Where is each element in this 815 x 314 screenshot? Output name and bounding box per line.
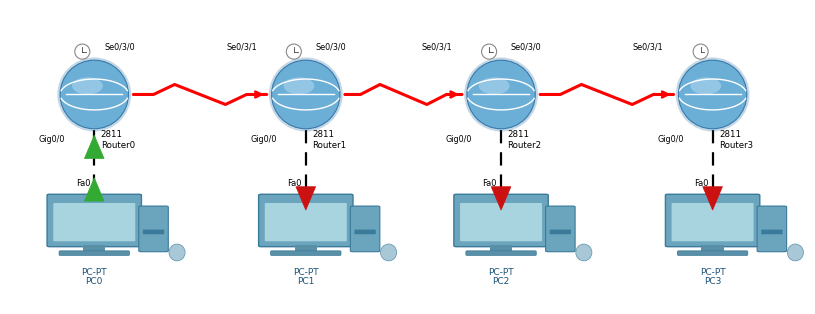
Ellipse shape [271, 60, 340, 129]
Text: 2811: 2811 [719, 130, 741, 139]
FancyBboxPatch shape [702, 245, 724, 252]
FancyBboxPatch shape [466, 251, 536, 256]
FancyBboxPatch shape [143, 230, 164, 234]
Text: Gig0/0: Gig0/0 [250, 135, 277, 144]
FancyBboxPatch shape [83, 245, 105, 252]
Text: Fa0: Fa0 [482, 179, 497, 188]
Polygon shape [296, 187, 315, 210]
Ellipse shape [60, 60, 129, 129]
Ellipse shape [575, 244, 592, 261]
Text: 2811: 2811 [312, 130, 334, 139]
FancyBboxPatch shape [59, 251, 130, 256]
Ellipse shape [465, 57, 538, 132]
Text: Se0/3/0: Se0/3/0 [511, 42, 541, 51]
FancyBboxPatch shape [549, 230, 571, 234]
FancyBboxPatch shape [665, 194, 760, 247]
FancyBboxPatch shape [265, 203, 347, 241]
FancyBboxPatch shape [139, 206, 169, 252]
Text: Fa0: Fa0 [694, 179, 708, 188]
Ellipse shape [286, 44, 302, 59]
Ellipse shape [787, 244, 804, 261]
Text: Se0/3/1: Se0/3/1 [226, 42, 257, 51]
Text: PC-PT: PC-PT [700, 268, 725, 277]
Text: Se0/3/0: Se0/3/0 [315, 42, 346, 51]
Text: Se0/3/0: Se0/3/0 [104, 42, 134, 51]
Ellipse shape [75, 44, 90, 59]
Text: PC2: PC2 [492, 277, 509, 286]
Ellipse shape [482, 44, 496, 59]
Ellipse shape [467, 60, 535, 129]
FancyBboxPatch shape [47, 194, 142, 247]
Ellipse shape [60, 60, 129, 129]
Text: PC-PT: PC-PT [293, 268, 319, 277]
Text: Router1: Router1 [312, 141, 346, 150]
Ellipse shape [678, 60, 747, 129]
Text: Gig0/0: Gig0/0 [657, 135, 684, 144]
Ellipse shape [381, 244, 397, 261]
Ellipse shape [479, 77, 509, 95]
Ellipse shape [169, 244, 185, 261]
FancyBboxPatch shape [258, 194, 353, 247]
Ellipse shape [271, 60, 340, 129]
Polygon shape [85, 135, 104, 159]
FancyBboxPatch shape [761, 230, 782, 234]
FancyBboxPatch shape [294, 245, 317, 252]
FancyBboxPatch shape [350, 206, 380, 252]
FancyBboxPatch shape [490, 245, 513, 252]
FancyBboxPatch shape [545, 206, 575, 252]
Text: Router2: Router2 [508, 141, 542, 150]
FancyBboxPatch shape [460, 203, 542, 241]
Text: Se0/3/1: Se0/3/1 [633, 42, 663, 51]
Text: Router3: Router3 [719, 141, 753, 150]
Text: PC1: PC1 [297, 277, 315, 286]
Text: 2811: 2811 [508, 130, 530, 139]
Polygon shape [703, 187, 722, 210]
Text: PC-PT: PC-PT [82, 268, 107, 277]
Text: PC0: PC0 [86, 277, 103, 286]
Ellipse shape [693, 44, 708, 59]
Text: Router0: Router0 [101, 141, 135, 150]
Ellipse shape [678, 60, 747, 129]
Text: PC3: PC3 [704, 277, 721, 286]
FancyBboxPatch shape [757, 206, 786, 252]
Polygon shape [491, 187, 511, 210]
Text: 2811: 2811 [101, 130, 123, 139]
Ellipse shape [467, 60, 535, 129]
FancyBboxPatch shape [454, 194, 548, 247]
Text: PC-PT: PC-PT [488, 268, 514, 277]
FancyBboxPatch shape [271, 251, 341, 256]
FancyBboxPatch shape [53, 203, 135, 241]
Text: Fa0: Fa0 [76, 179, 90, 188]
Text: Se0/3/1: Se0/3/1 [421, 42, 452, 51]
Ellipse shape [72, 77, 103, 95]
Ellipse shape [57, 57, 131, 132]
Text: Gig0/0: Gig0/0 [39, 135, 65, 144]
Polygon shape [85, 178, 104, 201]
Ellipse shape [269, 57, 342, 132]
Ellipse shape [284, 77, 315, 95]
FancyBboxPatch shape [672, 203, 754, 241]
Ellipse shape [690, 77, 721, 95]
Text: Gig0/0: Gig0/0 [446, 135, 472, 144]
FancyBboxPatch shape [355, 230, 376, 234]
Ellipse shape [676, 57, 750, 132]
FancyBboxPatch shape [677, 251, 748, 256]
Text: Fa0: Fa0 [287, 179, 302, 188]
